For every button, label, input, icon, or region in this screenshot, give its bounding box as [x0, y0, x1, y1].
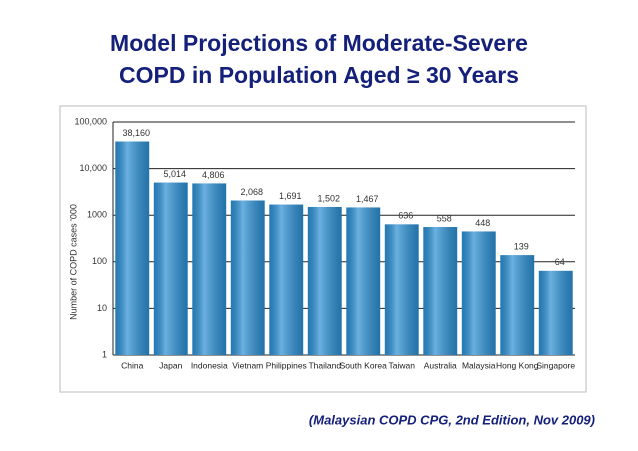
value-label: 5,014	[163, 169, 186, 179]
y-tick-label: 1000	[87, 210, 107, 220]
bar-shine	[346, 207, 381, 355]
x-tick-label: Philippines	[266, 360, 307, 370]
x-tick-label: Thailand	[308, 360, 341, 370]
bar-shine	[153, 182, 188, 355]
bar-shine	[269, 204, 304, 355]
y-tick-label: 100,000	[74, 116, 107, 126]
bar-shine	[423, 227, 458, 355]
x-tick-label: South Korea	[340, 360, 388, 370]
value-label: 448	[475, 218, 490, 228]
value-label: 1,691	[279, 191, 302, 201]
value-label: 38,160	[122, 128, 150, 138]
value-label: 558	[437, 213, 452, 223]
chart-title: COPD in Population Aged ≥ 30 Years	[119, 62, 519, 88]
source-note: (Malaysian COPD CPG, 2nd Edition, Nov 20…	[309, 412, 595, 427]
x-tick-label: Australia	[424, 360, 457, 370]
x-tick-label: Taiwan	[389, 360, 416, 370]
value-label: 636	[398, 211, 413, 221]
y-axis-title: Number of COPD cases '000	[68, 204, 78, 320]
chart-title: Model Projections of Moderate-Severe	[110, 30, 528, 56]
bar-shine	[307, 206, 342, 355]
x-tick-label: Vietnam	[232, 360, 263, 370]
y-tick-label: 10,000	[79, 163, 107, 173]
y-tick-label: 1	[102, 349, 107, 359]
x-tick-label: Hong Kong	[496, 360, 539, 370]
bar-shine	[538, 270, 573, 355]
bar-shine	[384, 224, 419, 355]
bar-shine	[461, 231, 496, 355]
bar-shine	[115, 141, 150, 355]
value-label: 2,068	[240, 187, 263, 197]
y-tick-label: 100	[92, 256, 107, 266]
value-label: 4,806	[202, 170, 225, 180]
bar-shine	[230, 200, 265, 355]
x-tick-label: Singapore	[536, 360, 575, 370]
value-label: 64	[555, 257, 565, 267]
value-label: 1,502	[317, 193, 340, 203]
bar-shine	[192, 183, 227, 355]
x-tick-label: Indonesia	[191, 360, 228, 370]
value-label: 1,467	[356, 194, 379, 204]
bar-shine	[500, 255, 535, 355]
x-tick-label: Malaysia	[462, 360, 496, 370]
plot-frame	[59, 105, 587, 393]
x-tick-label: Japan	[159, 360, 182, 370]
x-tick-label: China	[121, 360, 143, 370]
y-tick-label: 10	[97, 303, 107, 313]
value-label: 139	[514, 242, 529, 252]
